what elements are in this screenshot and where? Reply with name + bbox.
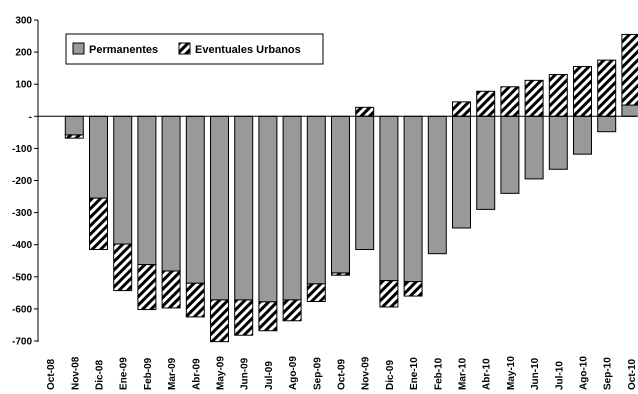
x-tick-label: Feb-10 [433, 357, 444, 390]
bar-eventuales-urbanos [64, 134, 84, 139]
x-tick-label: May-10 [506, 356, 517, 390]
y-tick-label: -200 [12, 176, 32, 187]
bar-eventuales-urbanos [161, 270, 181, 309]
bar-permanentes [185, 115, 205, 284]
legend-swatch-eventuales [178, 42, 191, 55]
x-tick-label: Jun-09 [240, 357, 251, 390]
bar-permanentes [234, 115, 254, 301]
bar-permanentes [548, 115, 568, 170]
bar-eventuales-urbanos [89, 197, 108, 251]
x-tick-label: Jun-10 [530, 357, 541, 390]
y-tick-label: -100 [12, 144, 32, 155]
bar-permanentes [258, 115, 278, 303]
x-tick-label: Oct-09 [337, 358, 348, 390]
legend-label-eventuales: Eventuales Urbanos [195, 44, 301, 56]
y-tick-label: -300 [12, 208, 32, 219]
bar-permanentes [427, 115, 447, 255]
bar-eventuales-urbanos [137, 264, 157, 311]
x-tick-label: Oct-10 [627, 358, 638, 390]
bar-permanentes [621, 104, 638, 117]
bar-eventuales-urbanos [282, 299, 302, 322]
x-tick-label: Nov-09 [361, 356, 372, 390]
x-tick-label: Sep-09 [312, 357, 323, 390]
bar-eventuales-urbanos [306, 283, 326, 303]
legend-box [65, 33, 324, 65]
y-tick-label: 200 [15, 48, 32, 59]
bar-eventuales-urbanos [476, 90, 496, 117]
bar-permanentes [573, 115, 592, 155]
y-tick-label: 100 [15, 80, 32, 91]
bar-eventuales-urbanos [210, 299, 229, 343]
bar-eventuales-urbanos [355, 106, 375, 117]
legend: Permanentes Eventuales Urbanos [65, 33, 324, 65]
y-tick-label: -500 [12, 272, 32, 283]
x-tick-label: Nov-08 [70, 356, 81, 390]
x-tick-label: Jul-09 [264, 361, 275, 390]
bar-eventuales-urbanos [573, 66, 592, 117]
bar-eventuales-urbanos [621, 33, 638, 106]
legend-label-permanentes: Permanentes [89, 44, 158, 56]
x-tick-label: Abr-10 [482, 358, 493, 390]
bar-eventuales-urbanos [452, 101, 471, 117]
bar-eventuales-urbanos [403, 281, 423, 297]
bar-permanentes [137, 115, 157, 266]
bar-eventuales-urbanos [597, 59, 617, 117]
bar-permanentes [403, 115, 423, 283]
bars [64, 33, 638, 343]
bar-permanentes [355, 115, 375, 251]
bar-eventuales-urbanos [258, 301, 278, 332]
y-tick-label: - [29, 112, 32, 123]
bar-eventuales-urbanos [331, 272, 350, 276]
x-tick-label: Ago-10 [579, 356, 590, 390]
y-tick-label: 300 [15, 16, 32, 27]
x-tick-label: Feb-09 [143, 357, 154, 390]
bar-eventuales-urbanos [500, 86, 520, 117]
x-tick-label: Oct-08 [46, 358, 57, 390]
bar-permanentes [597, 115, 617, 133]
bar-eventuales-urbanos [113, 243, 133, 292]
bar-permanentes [524, 115, 544, 180]
x-tick-label: Mar-09 [167, 357, 178, 390]
bar-permanentes [452, 115, 471, 229]
bar-eventuales-urbanos [185, 282, 205, 318]
y-tick-label: -400 [12, 240, 32, 251]
x-tick-label: Abr-09 [191, 358, 202, 390]
x-tick-label: Ago-09 [288, 356, 299, 390]
bar-eventuales-urbanos [548, 74, 568, 117]
x-tick-label: Ene-10 [409, 357, 420, 390]
y-tick-label: -700 [12, 337, 32, 348]
bar-permanentes [476, 115, 496, 210]
x-axis-ticks: Oct-08 Nov-08 Dic-08 Ene-09 Feb-09 Mar-09 Abr-… [46, 356, 638, 390]
bar-permanentes [500, 115, 520, 194]
legend-swatch-permanentes [72, 42, 85, 55]
bar-permanentes [113, 115, 133, 245]
x-tick-label: Dic-08 [95, 360, 106, 390]
x-tick-label: Jul-10 [554, 361, 565, 390]
bar-permanentes [282, 115, 302, 301]
bar-permanentes [379, 115, 399, 282]
bar-eventuales-urbanos [524, 79, 544, 117]
bar-permanentes [89, 115, 108, 199]
x-tick-label: May-09 [216, 356, 227, 390]
x-tick-label: Ene-09 [119, 357, 130, 390]
x-tick-label: Mar-10 [458, 357, 469, 390]
y-tick-label: -600 [12, 304, 32, 315]
bar-eventuales-urbanos [379, 280, 399, 308]
bar-permanentes [64, 115, 84, 136]
bar-permanentes [210, 115, 229, 301]
x-tick-label: Sep-10 [603, 357, 614, 390]
bar-eventuales-urbanos [234, 299, 254, 336]
bar-permanentes [161, 115, 181, 272]
y-axis-ticks: 300 200 100 - -100 -200 -300 -400 -500 -600 -700 [12, 16, 38, 348]
bar-permanentes [306, 115, 326, 285]
bar-permanentes [331, 115, 350, 274]
x-tick-label: Dic-09 [385, 360, 396, 390]
